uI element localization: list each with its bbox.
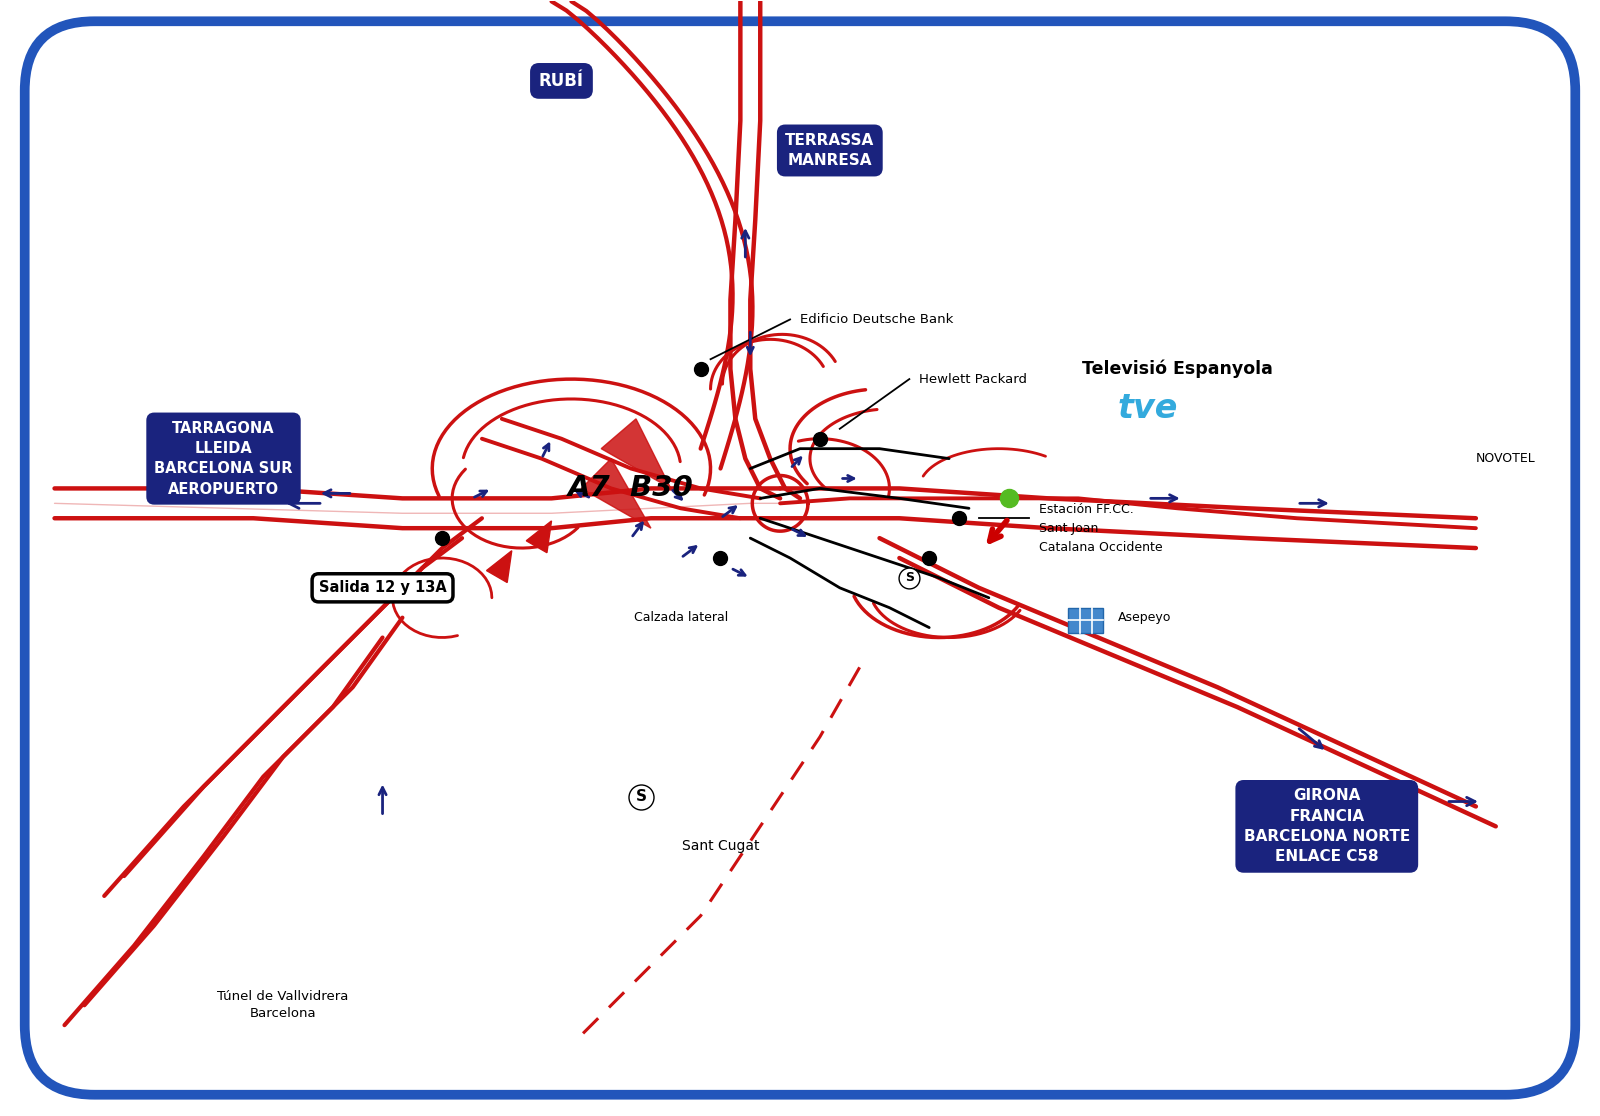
Polygon shape <box>581 459 651 528</box>
FancyBboxPatch shape <box>24 21 1576 1095</box>
Polygon shape <box>486 550 512 583</box>
Text: RUBÍ: RUBÍ <box>539 71 584 90</box>
Polygon shape <box>602 418 670 489</box>
Text: Salida 12 y 13A: Salida 12 y 13A <box>318 580 446 595</box>
Text: Asepeyo: Asepeyo <box>1118 612 1171 624</box>
Text: TARRAGONA
LLEIDA
BARCELONA SUR
AEROPUERTO: TARRAGONA LLEIDA BARCELONA SUR AEROPUERT… <box>154 421 293 497</box>
Text: Túnel de Vallvidrera
Barcelona: Túnel de Vallvidrera Barcelona <box>218 990 349 1020</box>
Text: TERRASSA
MANRESA: TERRASSA MANRESA <box>786 133 875 169</box>
Text: Edificio Deutsche Bank: Edificio Deutsche Bank <box>800 312 954 326</box>
Text: Televisió Espanyola: Televisió Espanyola <box>1082 359 1274 378</box>
Text: Estación FF.CC.
Sant Joan
Catalana Occidente: Estación FF.CC. Sant Joan Catalana Occid… <box>1038 502 1162 554</box>
Text: Sant Cugat: Sant Cugat <box>682 839 760 854</box>
Text: A7  B30: A7 B30 <box>568 474 694 502</box>
Bar <box>1069 608 1102 633</box>
Text: Calzada lateral: Calzada lateral <box>634 612 728 624</box>
Text: S: S <box>635 789 646 804</box>
Text: Hewlett Packard: Hewlett Packard <box>920 373 1027 386</box>
Text: GIRONA
FRANCIA
BARCELONA NORTE
ENLACE C58: GIRONA FRANCIA BARCELONA NORTE ENLACE C5… <box>1243 788 1410 865</box>
Text: S: S <box>906 571 914 585</box>
Text: NOVOTEL: NOVOTEL <box>1475 452 1536 465</box>
Polygon shape <box>526 521 552 552</box>
Text: tve: tve <box>1118 393 1178 425</box>
